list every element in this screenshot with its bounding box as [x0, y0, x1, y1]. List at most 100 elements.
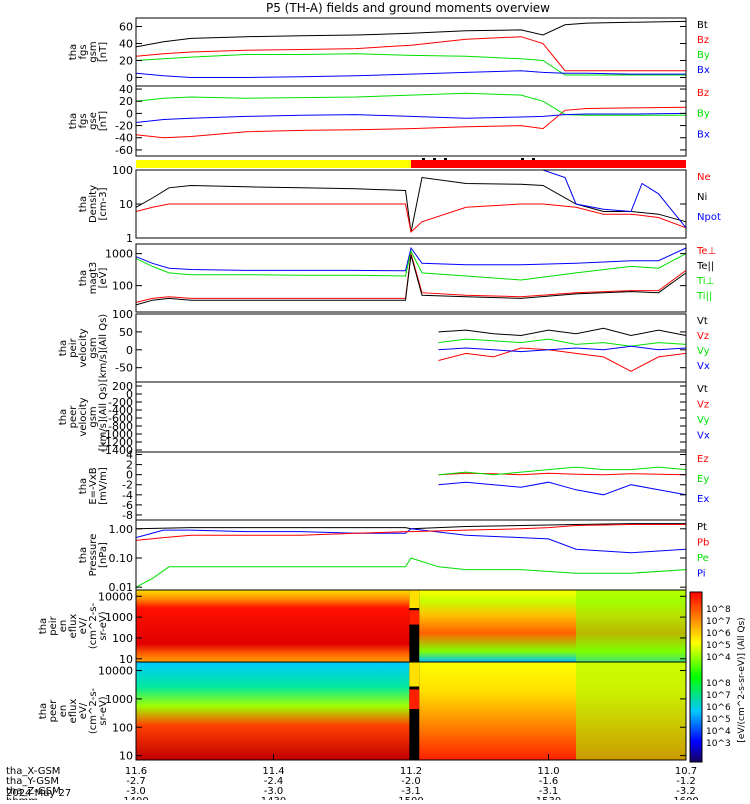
y-axis-label: sr-eV) — [98, 611, 109, 640]
y-axis-label: magt3 — [88, 262, 99, 295]
x-axis-value: 1530 — [536, 796, 561, 800]
legend-entry: Bx — [697, 129, 710, 140]
mode-bar-segment — [411, 160, 686, 168]
y-tick-label: 50 — [119, 326, 133, 339]
series-by-line — [135, 53, 686, 76]
y-tick-label: -1000 — [101, 428, 133, 441]
series-vy-line — [438, 338, 687, 347]
legend-entry: Pi — [697, 569, 706, 580]
legend-entry: Bx — [697, 65, 710, 76]
x-axis-row-label: tha_X-GSM — [6, 766, 60, 777]
y-tick-label: 20 — [119, 95, 133, 108]
y-tick-label: -40 — [115, 132, 133, 145]
y-axis-label: E=-VxB — [88, 467, 99, 504]
y-axis-label: tha — [78, 478, 89, 494]
x-axis-value: 11.0 — [537, 766, 559, 777]
x-axis-value: 1600 — [673, 796, 698, 800]
y-tick-label: -4 — [122, 489, 133, 502]
x-axis-value: -3.0 — [264, 786, 284, 797]
y-tick-label: 2 — [126, 459, 133, 472]
series-vx-line — [438, 345, 687, 353]
x-axis-value: 1500 — [398, 796, 423, 800]
series-bz-line — [135, 106, 687, 139]
y-tick-label: 100 — [112, 164, 133, 177]
series-vt-line — [438, 327, 687, 337]
y-axis-label: [mV/m] — [98, 467, 109, 505]
y-axis-label: gsm — [88, 406, 99, 427]
legend-entry: Vx — [697, 431, 710, 442]
y-tick-label: -2 — [122, 479, 133, 492]
series-bz-line — [135, 36, 686, 72]
y-tick-label: 0 — [126, 388, 133, 401]
legend-entry: Ex — [697, 494, 709, 505]
y-tick-label: -600 — [108, 412, 133, 425]
y-tick-label: 0.10 — [109, 552, 134, 565]
y-axis-label: [nT] — [98, 42, 109, 62]
legend-entry: Pt — [697, 522, 707, 533]
x-axis-row-label: tha_Z-GSM — [6, 786, 61, 797]
spectrogram-gap — [409, 662, 420, 760]
y-axis-label: tha — [68, 113, 79, 129]
spectrogram-gap-mid — [409, 689, 420, 710]
y-axis-label: peir — [48, 615, 59, 635]
y-tick-label: -200 — [108, 396, 133, 409]
y-tick-label: 1000 — [105, 693, 133, 706]
y-tick-label: 10 — [119, 198, 133, 211]
y-tick-label: 0 — [126, 469, 133, 482]
spectrogram-peir_en_eflux — [136, 590, 686, 662]
panel-pressure: 1.00 0.10 0.01 tha Pressure [nPa] Pt Pb Pe Pi — [78, 519, 709, 594]
legend-entry: Te|| — [696, 261, 714, 272]
colorbar-tick-label: 10^4 — [706, 727, 731, 737]
legend-entry: Vy — [697, 415, 710, 426]
spectrogram-gap-top — [409, 662, 420, 687]
y-tick-label: -1200 — [101, 436, 133, 449]
series-pe-line — [135, 557, 687, 588]
y-tick-label: 60 — [119, 21, 133, 34]
series-ni-line — [135, 176, 687, 233]
y-tick-label: 40 — [119, 83, 133, 96]
y-tick-label: -400 — [108, 404, 133, 417]
y-tick-label: 1000 — [105, 611, 133, 624]
y-axis-label: peer — [68, 405, 79, 429]
y-axis-label: peir — [68, 337, 79, 357]
colorbar-tick-label: 10^3 — [706, 739, 731, 749]
x-axis-value: -3.2 — [676, 786, 696, 797]
series-npot-line — [411, 169, 687, 229]
series-ti-blue--line — [135, 246, 687, 272]
y-axis-label: Pressure — [88, 534, 99, 577]
mode-bar-segment — [136, 160, 411, 168]
colorbar-tick-label: 10^5 — [706, 715, 731, 725]
legend-entry: Vz — [697, 400, 709, 411]
y-tick-label: 20 — [119, 55, 133, 68]
y-axis-label: tha — [78, 270, 89, 286]
legend-entry: Npot — [697, 212, 721, 223]
y-axis-label: fgs — [78, 113, 89, 128]
panel-frame — [135, 243, 687, 313]
series-pi-line — [135, 528, 687, 554]
x-axis-value: -1.6 — [539, 776, 559, 787]
colorbar-tick-label: 10^6 — [706, 629, 731, 639]
y-axis-label: gse — [88, 112, 99, 130]
y-axis-label: gsm — [88, 41, 99, 62]
y-tick-label: 10000 — [98, 590, 133, 603]
x-axis-value: -2.0 — [401, 776, 421, 787]
legend-entry: Ti|| — [696, 291, 712, 302]
y-axis-label: peer — [48, 699, 59, 723]
y-axis-label: velocity — [78, 397, 89, 436]
panel-peer_en_eflux: 10000 1000 100 10 tha peer en eflux eV/(cm^2-s-s… — [38, 661, 687, 763]
y-axis-label: gsm — [88, 337, 99, 358]
y-tick-label: 100 — [112, 308, 133, 321]
series-pb-line — [135, 524, 686, 541]
legend-entry: Vt — [697, 384, 708, 395]
panel-frame — [135, 451, 687, 521]
y-axis-label: tha — [38, 618, 49, 634]
panel-efield: 420-2-4-6-8 tha E=-VxB [mV/m] Ez Ey Ex — [78, 449, 709, 522]
mode-bar-tick — [433, 158, 436, 160]
x-axis-value: -2.4 — [264, 776, 284, 787]
series-ex-line — [438, 481, 687, 496]
y-tick-label: 0 — [126, 107, 133, 120]
y-tick-label: 100 — [112, 280, 133, 293]
y-tick-label: -6 — [122, 499, 133, 512]
